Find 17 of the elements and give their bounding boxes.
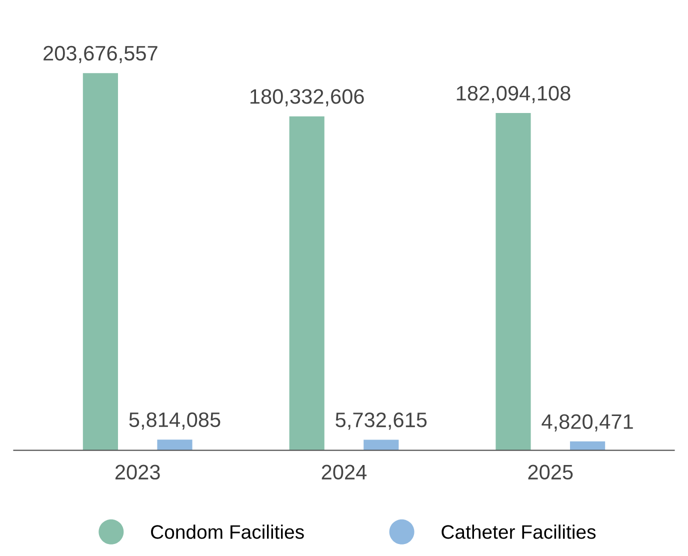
data-label: 4,820,471 [542, 414, 633, 432]
x-tick-label: 2023 [115, 464, 160, 480]
bar [364, 440, 399, 450]
bar [289, 116, 324, 450]
bar [570, 441, 606, 450]
legend-label: Condom Facilities [151, 524, 304, 539]
data-label: 182,094,108 [456, 86, 570, 104]
data-label: 180,332,606 [250, 89, 364, 106]
bar [496, 113, 531, 450]
bar [82, 73, 118, 450]
bar [157, 440, 192, 450]
legend-label: Catheter Facilities [442, 524, 596, 539]
data-label: 203,676,557 [44, 46, 158, 64]
x-tick-label: 2025 [528, 464, 573, 480]
data-label: 5,732,615 [336, 412, 427, 430]
data-label: 5,814,085 [129, 412, 220, 430]
x-tick-label: 2024 [322, 464, 367, 480]
